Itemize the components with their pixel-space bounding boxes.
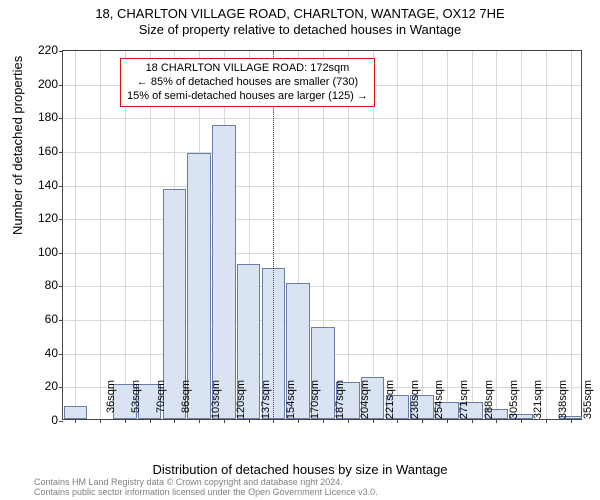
annotation-line-1: 18 CHARLTON VILLAGE ROAD: 172sqm	[127, 62, 368, 76]
footer-line-2: Contains public sector information licen…	[34, 488, 378, 498]
histogram-bar	[64, 406, 88, 419]
ytick-label: 20	[28, 379, 58, 393]
xtick-label: 103sqm	[211, 380, 223, 419]
xtick-label: 305sqm	[508, 380, 520, 419]
xtick-label: 187sqm	[334, 380, 346, 419]
xtick-label: 86sqm	[180, 380, 192, 413]
xtick-label: 204sqm	[359, 380, 371, 419]
xtick-label: 53sqm	[130, 380, 142, 413]
ytick-label: 80	[28, 278, 58, 292]
y-axis-label: Number of detached properties	[10, 56, 25, 235]
xtick-label: 137sqm	[260, 380, 272, 419]
xtick-label: 321sqm	[532, 380, 544, 419]
xtick-label: 355sqm	[582, 380, 594, 419]
xtick-label: 338sqm	[557, 380, 569, 419]
ytick-label: 180	[28, 110, 58, 124]
ytick-label: 100	[28, 245, 58, 259]
chart-container: 18, CHARLTON VILLAGE ROAD, CHARLTON, WAN…	[0, 0, 600, 500]
xtick-label: 288sqm	[483, 380, 495, 419]
xtick-label: 238sqm	[409, 380, 421, 419]
ytick-label: 0	[28, 413, 58, 427]
ytick-label: 160	[28, 144, 58, 158]
xtick-label: 221sqm	[384, 380, 396, 419]
ytick-label: 40	[28, 346, 58, 360]
xtick-label: 271sqm	[458, 380, 470, 419]
ytick-label: 140	[28, 178, 58, 192]
xtick-label: 154sqm	[285, 380, 297, 419]
xtick-label: 70sqm	[155, 380, 167, 413]
xtick-label: 254sqm	[433, 380, 445, 419]
histogram-bar	[212, 125, 236, 419]
annotation-line-2: ← 85% of detached houses are smaller (73…	[127, 76, 368, 90]
annotation-line-3: 15% of semi-detached houses are larger (…	[127, 90, 368, 104]
annotation-box: 18 CHARLTON VILLAGE ROAD: 172sqm← 85% of…	[120, 58, 375, 107]
chart-title: 18, CHARLTON VILLAGE ROAD, CHARLTON, WAN…	[0, 0, 600, 21]
chart-subtitle: Size of property relative to detached ho…	[0, 22, 600, 37]
x-axis-label: Distribution of detached houses by size …	[0, 462, 600, 477]
footer-attribution: Contains HM Land Registry data © Crown c…	[34, 478, 378, 498]
ytick-label: 120	[28, 211, 58, 225]
ytick-label: 200	[28, 77, 58, 91]
ytick-label: 60	[28, 312, 58, 326]
ytick-label: 220	[28, 43, 58, 57]
xtick-label: 36sqm	[105, 380, 117, 413]
xtick-label: 120sqm	[235, 380, 247, 419]
xtick-label: 170sqm	[310, 380, 322, 419]
